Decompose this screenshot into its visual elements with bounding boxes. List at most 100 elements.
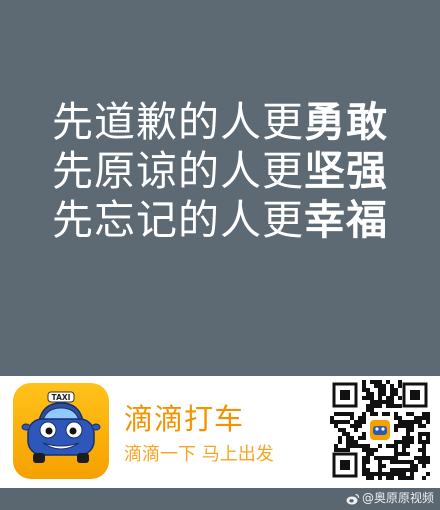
qr-module bbox=[342, 428, 346, 432]
qr-module bbox=[402, 424, 406, 428]
didi-app-icon[interactable]: TAXI bbox=[13, 383, 109, 479]
qr-module bbox=[338, 448, 342, 452]
qr-module bbox=[398, 384, 402, 388]
qr-module bbox=[410, 476, 414, 480]
qr-module bbox=[346, 448, 350, 452]
qr-module bbox=[370, 472, 374, 476]
slogan-line-2-text: 先原谅的人更 bbox=[52, 147, 304, 195]
qr-module bbox=[342, 412, 346, 416]
qr-module bbox=[422, 412, 426, 416]
qr-module bbox=[422, 452, 426, 456]
qr-module bbox=[362, 456, 366, 460]
qr-module bbox=[426, 472, 430, 476]
qr-module bbox=[418, 416, 422, 420]
qr-module bbox=[358, 444, 362, 448]
qr-module bbox=[370, 392, 374, 396]
qr-module bbox=[402, 452, 406, 456]
qr-module bbox=[362, 460, 366, 464]
qr-module bbox=[406, 428, 410, 432]
qr-module bbox=[346, 436, 350, 440]
qr-module bbox=[406, 420, 410, 424]
qr-module bbox=[406, 476, 410, 480]
qr-module bbox=[362, 380, 366, 384]
qr-module bbox=[366, 396, 370, 400]
qr-module bbox=[406, 452, 410, 456]
qr-module bbox=[334, 412, 338, 416]
qr-module bbox=[398, 452, 402, 456]
qr-module bbox=[370, 412, 374, 416]
qr-module bbox=[390, 404, 394, 408]
qr-module bbox=[390, 460, 394, 464]
qr-module bbox=[362, 412, 366, 416]
qr-module bbox=[414, 416, 418, 420]
qr-module bbox=[426, 420, 430, 424]
qr-module bbox=[350, 416, 354, 420]
qr-module bbox=[398, 460, 402, 464]
qr-module bbox=[422, 456, 426, 460]
qr-module bbox=[394, 468, 398, 472]
qr-module bbox=[378, 392, 382, 396]
qr-module bbox=[362, 432, 366, 436]
qr-module bbox=[334, 448, 338, 452]
qr-module bbox=[394, 460, 398, 464]
qr-module bbox=[338, 420, 342, 424]
qr-module bbox=[390, 444, 394, 448]
qr-module bbox=[378, 456, 382, 460]
qr-module bbox=[362, 396, 366, 400]
qr-module bbox=[362, 384, 366, 388]
qr-module bbox=[370, 448, 374, 452]
qr-module bbox=[334, 424, 338, 428]
qr-module bbox=[414, 420, 418, 424]
qr-module bbox=[422, 448, 426, 452]
slogan-line-2-highlight: 坚强 bbox=[304, 147, 388, 195]
qr-module bbox=[402, 440, 406, 444]
qr-module bbox=[418, 460, 422, 464]
qr-module bbox=[422, 460, 426, 464]
qr-module bbox=[354, 428, 358, 432]
qr-module bbox=[402, 436, 406, 440]
qr-module bbox=[426, 436, 430, 440]
qr-module bbox=[406, 468, 410, 472]
qr-code[interactable] bbox=[330, 380, 430, 480]
qr-module bbox=[386, 444, 390, 448]
qr-module bbox=[350, 412, 354, 416]
qr-module bbox=[330, 416, 334, 420]
qr-module bbox=[366, 460, 370, 464]
qr-module bbox=[362, 436, 366, 440]
qr-module bbox=[414, 464, 418, 468]
slogan-line-1-highlight: 勇敢 bbox=[304, 98, 388, 146]
qr-module bbox=[402, 448, 406, 452]
qr-module bbox=[406, 436, 410, 440]
poster-background: 先道歉的人更勇敢 先原谅的人更坚强 先忘记的人更幸福 bbox=[0, 98, 440, 244]
qr-module bbox=[414, 456, 418, 460]
qr-module bbox=[410, 424, 414, 428]
qr-module bbox=[334, 420, 338, 424]
qr-module bbox=[394, 440, 398, 444]
qr-module bbox=[366, 388, 370, 392]
qr-module bbox=[386, 380, 390, 384]
qr-module bbox=[398, 440, 402, 444]
qr-module bbox=[390, 476, 394, 480]
qr-module bbox=[394, 392, 398, 396]
qr-module bbox=[358, 436, 362, 440]
qr-module bbox=[422, 432, 426, 436]
qr-module bbox=[390, 456, 394, 460]
qr-module bbox=[330, 420, 334, 424]
qr-module bbox=[366, 444, 370, 448]
qr-module bbox=[402, 420, 406, 424]
qr-module bbox=[378, 388, 382, 392]
qr-module bbox=[362, 420, 366, 424]
qr-module bbox=[354, 420, 358, 424]
qr-module bbox=[406, 460, 410, 464]
slogan-line-2: 先原谅的人更坚强 bbox=[0, 147, 440, 196]
qr-module bbox=[390, 388, 394, 392]
qr-module bbox=[398, 416, 402, 420]
qr-module bbox=[394, 388, 398, 392]
qr-module bbox=[426, 440, 430, 444]
qr-module bbox=[366, 448, 370, 452]
qr-module bbox=[374, 380, 378, 384]
qr-module bbox=[370, 452, 374, 456]
qr-module bbox=[418, 424, 422, 428]
qr-module bbox=[422, 464, 426, 468]
qr-module bbox=[378, 460, 382, 464]
